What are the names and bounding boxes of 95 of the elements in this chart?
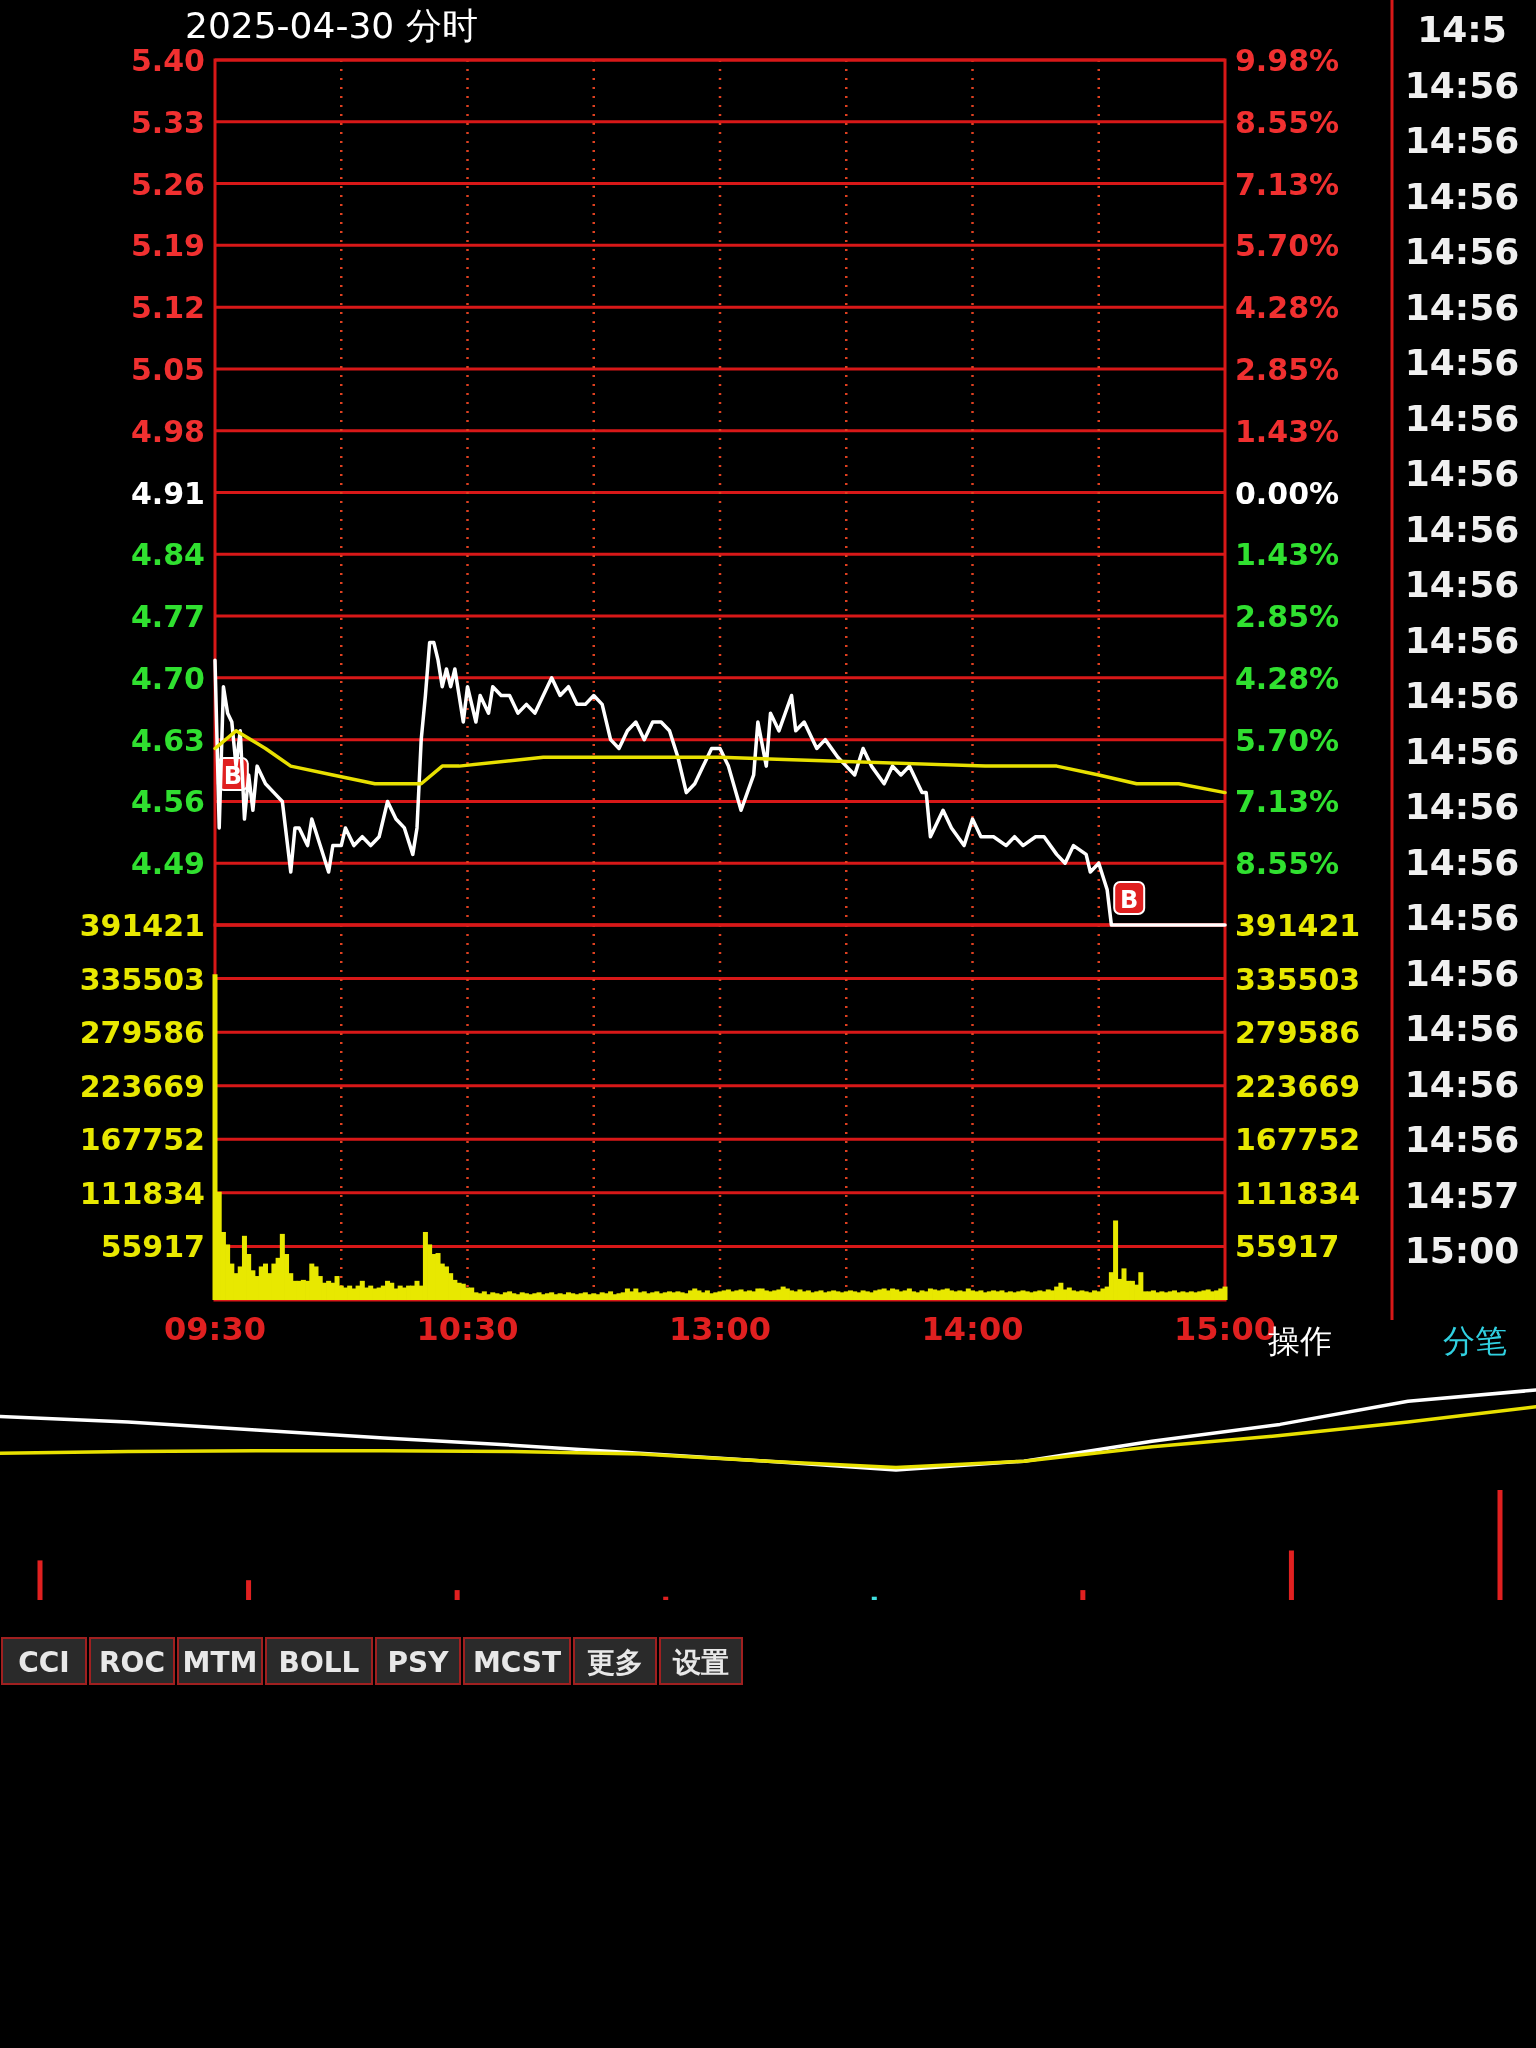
text: 14:56 <box>1404 453 1520 494</box>
y-tick-label: 5.26 <box>130 166 205 202</box>
y-tick-label: 4.70 <box>130 660 205 696</box>
text: MTM <box>182 1646 258 1679</box>
x-tick-label: 10:30 <box>416 1310 519 1348</box>
text: MCST <box>472 1646 562 1679</box>
text: 14:57 <box>1404 1174 1520 1216</box>
bar <box>1138 1272 1144 1300</box>
x-tick-label: 14:00 <box>921 1310 1024 1348</box>
text: 14:5 <box>1417 9 1507 50</box>
bar <box>212 974 218 1300</box>
y2-tick-label: 167752 <box>1235 1122 1361 1158</box>
bar <box>246 1580 252 1600</box>
y2-tick-label: 1.43% <box>1235 413 1340 449</box>
annotation: B <box>1120 886 1139 914</box>
text: 设置 <box>672 1646 729 1679</box>
text: 14:56 <box>1404 1063 1520 1105</box>
bar <box>1080 1590 1086 1600</box>
text: 14:56 <box>1404 675 1520 716</box>
y-tick-label: 5.12 <box>130 290 205 326</box>
y-tick-label: 4.56 <box>130 784 205 820</box>
text: ROC <box>99 1646 165 1679</box>
text: BOLL <box>278 1646 360 1679</box>
y-tick-label: 4.98 <box>130 413 205 449</box>
y-tick-label: 391421 <box>79 908 205 943</box>
annotation: B <box>223 761 242 790</box>
y-tick-label: 279586 <box>79 1015 205 1051</box>
text: 14:56 <box>1404 952 1520 994</box>
y-tick-label: 5.33 <box>130 104 205 140</box>
text: 14:56 <box>1404 619 1520 661</box>
y-tick-label: 223669 <box>79 1068 205 1104</box>
y-tick-label: 4.49 <box>130 846 205 882</box>
y2-tick-label: 111834 <box>1235 1175 1361 1211</box>
y2-tick-label: 335503 <box>1235 961 1361 997</box>
y-tick-label: 4.63 <box>130 722 205 758</box>
y2-tick-label: 5.70% <box>1235 228 1340 264</box>
text: 14:56 <box>1404 1008 1520 1049</box>
text: 14:56 <box>1404 286 1520 328</box>
y2-tick-label: 223669 <box>1235 1068 1361 1104</box>
y-tick-label: 111834 <box>79 1175 205 1211</box>
bar <box>1288 1550 1294 1600</box>
y-tick-label: 4.84 <box>130 537 205 573</box>
text: 分笔 <box>1443 1322 1507 1360</box>
y-tick-label: 55917 <box>100 1229 205 1265</box>
y2-tick-label: 5.70% <box>1235 722 1340 758</box>
text: 14:56 <box>1404 397 1520 439</box>
text: 14:56 <box>1404 64 1520 106</box>
bar <box>37 1560 43 1600</box>
y-tick-label: 5.19 <box>130 228 205 264</box>
y2-tick-label: 7.13% <box>1235 784 1340 820</box>
text: 更多 <box>587 1646 643 1679</box>
text: 14:56 <box>1404 786 1520 827</box>
bar <box>1218 1288 1224 1300</box>
y2-tick-label: 8.55% <box>1235 104 1340 140</box>
text: 14:56 <box>1404 730 1520 772</box>
text: 14:56 <box>1404 231 1520 272</box>
y2-tick-label: 0.00% <box>1235 475 1340 511</box>
text: 14:56 <box>1404 1119 1520 1160</box>
bar <box>1497 1490 1503 1600</box>
y-tick-label: 5.40 <box>130 43 205 78</box>
bar <box>1113 1220 1119 1300</box>
text: CCI <box>18 1646 70 1679</box>
y2-tick-label: 8.55% <box>1235 846 1340 882</box>
line-series <box>213 729 1227 795</box>
chart-title: 2025-04-30 分时 <box>185 5 478 46</box>
y-tick-label: 335503 <box>79 961 205 997</box>
y2-tick-label: 4.28% <box>1235 290 1340 326</box>
line-series <box>213 640 1227 927</box>
text: 15:00 <box>1404 1230 1520 1271</box>
x-tick-label: 09:30 <box>164 1310 266 1348</box>
text: 14:56 <box>1404 120 1520 161</box>
text: 14:56 <box>1404 175 1520 217</box>
text: 14:56 <box>1404 508 1520 550</box>
y2-tick-label: 55917 <box>1235 1229 1340 1265</box>
x-tick-label: 13:00 <box>669 1310 771 1348</box>
text: 14:56 <box>1404 564 1520 605</box>
y2-tick-label: 4.28% <box>1235 660 1340 696</box>
y2-tick-label: 2.85% <box>1235 351 1340 387</box>
y-tick-label: 167752 <box>79 1122 205 1158</box>
bar <box>454 1590 460 1600</box>
y2-tick-label: 391421 <box>1235 908 1361 943</box>
y2-tick-label: 2.85% <box>1235 599 1340 635</box>
y-tick-label: 4.77 <box>130 599 205 635</box>
y-tick-label: 5.05 <box>130 351 205 387</box>
text: PSY <box>387 1646 450 1679</box>
text: 14:56 <box>1404 897 1520 938</box>
y2-tick-label: 7.13% <box>1235 166 1340 202</box>
y2-tick-label: 9.98% <box>1235 43 1340 78</box>
bar <box>1222 1286 1228 1300</box>
text: 14:56 <box>1404 342 1520 383</box>
bar <box>1058 1282 1064 1300</box>
y2-tick-label: 1.43% <box>1235 537 1340 573</box>
y2-tick-label: 279586 <box>1235 1015 1361 1051</box>
text: 14:56 <box>1404 841 1520 883</box>
y-tick-label: 4.91 <box>130 475 205 511</box>
